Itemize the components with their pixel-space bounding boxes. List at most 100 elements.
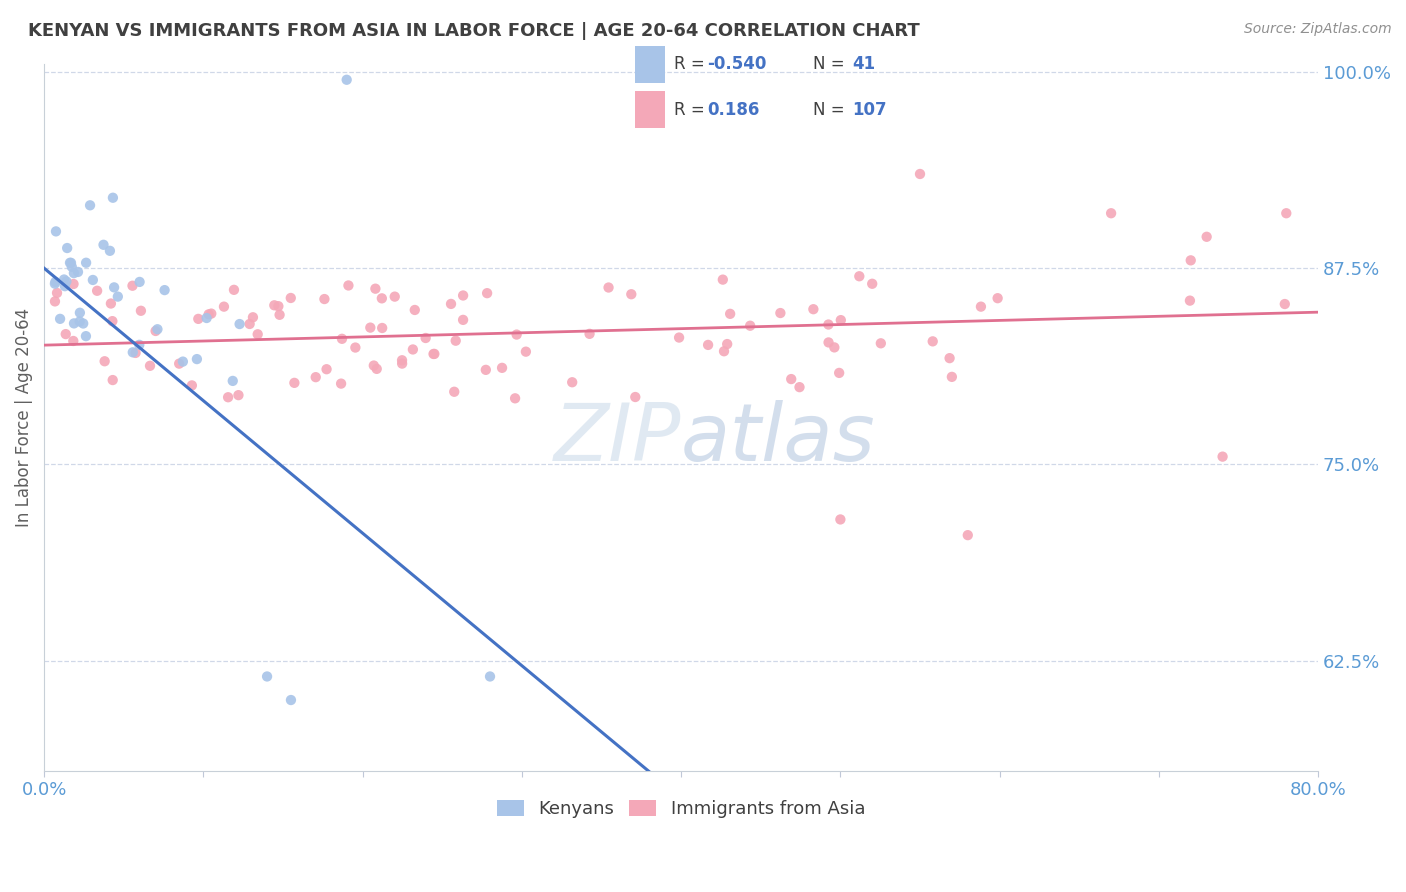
- Text: 0.186: 0.186: [707, 101, 759, 119]
- Point: [391, 357, 413, 371]
- Point: [869, 336, 891, 351]
- Point: [93, 237, 115, 252]
- Point: [63, 266, 86, 280]
- Point: [314, 292, 336, 306]
- Point: [908, 167, 931, 181]
- Point: [987, 291, 1010, 305]
- Text: N =: N =: [813, 55, 851, 73]
- Text: 41: 41: [852, 55, 876, 73]
- Point: [146, 322, 169, 336]
- Point: [475, 363, 498, 377]
- Point: [212, 300, 235, 314]
- Point: [101, 314, 124, 328]
- Point: [740, 318, 762, 333]
- Point: [789, 380, 811, 394]
- Point: [451, 288, 474, 302]
- Point: [384, 290, 406, 304]
- Point: [53, 272, 76, 286]
- Point: [100, 296, 122, 310]
- Point: [305, 370, 328, 384]
- Point: [263, 298, 285, 312]
- Point: [415, 331, 437, 345]
- Point: [336, 72, 359, 87]
- Point: [55, 275, 77, 289]
- Point: [769, 306, 792, 320]
- Text: -0.540: -0.540: [707, 55, 766, 73]
- Point: [107, 290, 129, 304]
- Point: [620, 287, 643, 301]
- Point: [46, 285, 69, 300]
- Point: [101, 191, 124, 205]
- Point: [817, 335, 839, 350]
- Text: Source: ZipAtlas.com: Source: ZipAtlas.com: [1244, 22, 1392, 37]
- Point: [364, 282, 387, 296]
- Point: [668, 330, 690, 344]
- Point: [153, 283, 176, 297]
- Point: [200, 307, 222, 321]
- Text: R =: R =: [673, 55, 710, 73]
- Point: [242, 310, 264, 325]
- Point: [103, 280, 125, 294]
- Point: [66, 265, 89, 279]
- Point: [246, 327, 269, 342]
- Point: [363, 359, 385, 373]
- Point: [423, 347, 446, 361]
- Point: [716, 337, 738, 351]
- Point: [921, 334, 943, 349]
- Y-axis label: In Labor Force | Age 20-64: In Labor Force | Age 20-64: [15, 308, 32, 527]
- Point: [217, 390, 239, 404]
- Point: [848, 269, 870, 284]
- Point: [402, 343, 425, 357]
- Point: [1099, 206, 1122, 220]
- Point: [49, 311, 72, 326]
- Point: [344, 341, 367, 355]
- Point: [82, 273, 104, 287]
- Point: [228, 388, 250, 402]
- Text: KENYAN VS IMMIGRANTS FROM ASIA IN LABOR FORCE | AGE 20-64 CORRELATION CHART: KENYAN VS IMMIGRANTS FROM ASIA IN LABOR …: [28, 22, 920, 40]
- Point: [128, 338, 150, 352]
- Point: [256, 669, 278, 683]
- Point: [75, 256, 97, 270]
- Point: [443, 384, 465, 399]
- Point: [941, 370, 963, 384]
- Point: [222, 283, 245, 297]
- Point: [180, 378, 202, 392]
- Point: [451, 313, 474, 327]
- Point: [366, 362, 388, 376]
- Point: [228, 317, 250, 331]
- Point: [60, 256, 83, 270]
- Point: [72, 317, 94, 331]
- Point: [503, 392, 526, 406]
- Point: [475, 286, 498, 301]
- Point: [280, 291, 302, 305]
- FancyBboxPatch shape: [634, 91, 665, 128]
- Point: [823, 340, 845, 354]
- Point: [101, 373, 124, 387]
- Point: [938, 351, 960, 366]
- Point: [444, 334, 467, 348]
- Point: [75, 329, 97, 343]
- Point: [391, 353, 413, 368]
- Point: [55, 327, 77, 342]
- Point: [711, 272, 734, 286]
- Point: [817, 318, 839, 332]
- Text: R =: R =: [673, 101, 710, 119]
- Point: [45, 224, 67, 238]
- Point: [44, 277, 66, 291]
- Point: [598, 280, 620, 294]
- Text: 107: 107: [852, 101, 887, 119]
- Point: [186, 352, 208, 367]
- Point: [624, 390, 647, 404]
- Point: [479, 669, 502, 683]
- Point: [422, 347, 444, 361]
- Point: [803, 302, 825, 317]
- Point: [269, 308, 291, 322]
- Point: [697, 338, 720, 352]
- Point: [828, 366, 851, 380]
- Point: [267, 299, 290, 313]
- Point: [79, 198, 101, 212]
- Point: [62, 334, 84, 348]
- Point: [330, 332, 353, 346]
- Point: [780, 372, 803, 386]
- Text: N =: N =: [813, 101, 851, 119]
